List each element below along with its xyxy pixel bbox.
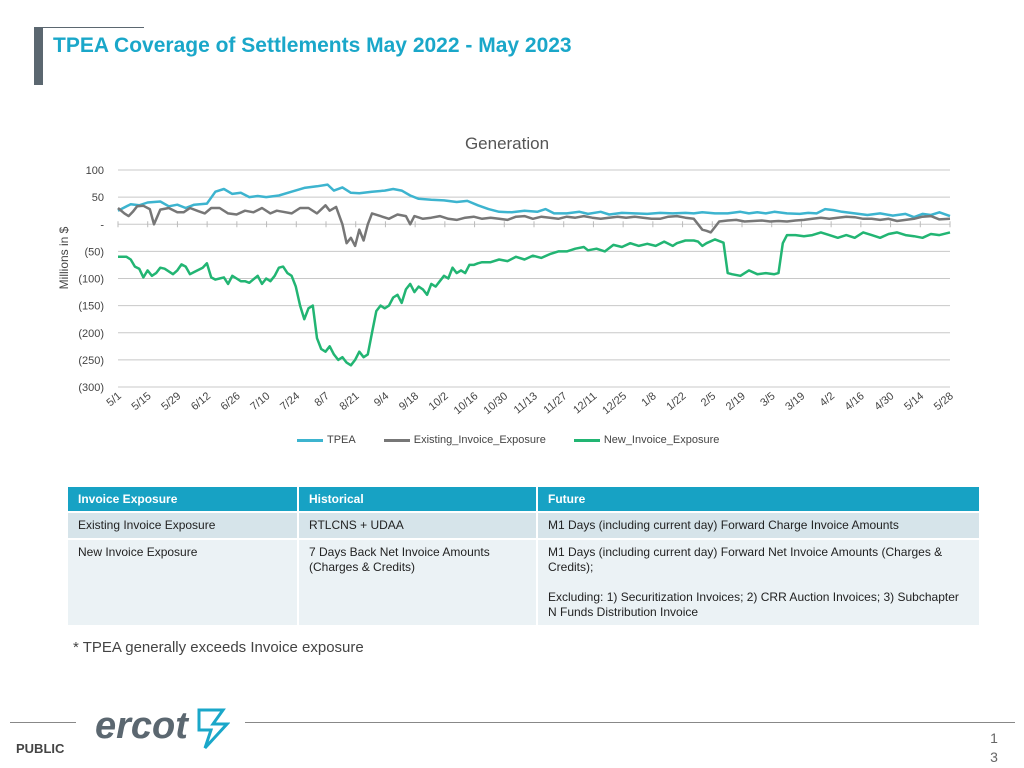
- title-accent-line: [36, 27, 144, 28]
- title-accent-bar: [34, 27, 43, 85]
- x-tick-label: 1/22: [664, 390, 688, 413]
- table-cell: M1 Days (including current day) Forward …: [537, 538, 981, 625]
- table-header-cell: Future: [537, 487, 981, 512]
- x-tick-label: 7/24: [278, 390, 302, 413]
- y-tick-label: (150): [78, 301, 104, 313]
- x-tick-label: 12/11: [571, 390, 599, 416]
- table-cell: Existing Invoice Exposure: [68, 511, 299, 539]
- series-line-tpea: [117, 183, 951, 219]
- x-tick-label: 3/19: [783, 390, 807, 413]
- series-line-existing-invoice-exposure: [117, 204, 951, 248]
- future-exclusions: Excluding: 1) Securitization Invoices; 2…: [548, 590, 959, 619]
- x-tick-label: 9/18: [397, 390, 421, 413]
- x-tick-label: 8/21: [338, 390, 362, 413]
- footer-divider-right: [245, 722, 1015, 723]
- footer-divider-left: [10, 722, 76, 723]
- legend-item-new: New_Invoice_Exposure: [573, 434, 720, 446]
- chart-grid: [118, 169, 950, 388]
- x-tick-label: 10/2: [427, 390, 451, 413]
- x-tick-label: 3/5: [758, 390, 777, 409]
- y-tick-label: -: [100, 219, 104, 231]
- legend-swatch-tpea: [297, 438, 323, 442]
- y-axis-ticks: 100 50 - (50) (100) (150) (200) (250) (300): [78, 165, 104, 394]
- x-tick-label: 5/1: [104, 390, 123, 409]
- table-header-row: Invoice Exposure Historical Future: [68, 487, 981, 512]
- x-tick-label: 12/25: [600, 390, 629, 417]
- series-line-new-invoice-exposure: [118, 231, 951, 367]
- y-tick-label: (100): [78, 274, 104, 286]
- table-cell: New Invoice Exposure: [68, 538, 299, 625]
- x-tick-label: 11/27: [541, 390, 569, 416]
- legend-label-tpea: TPEA: [327, 434, 356, 446]
- invoice-exposure-table: Invoice Exposure Historical Future Exist…: [68, 487, 981, 625]
- legend-item-tpea: TPEA: [297, 434, 356, 446]
- slide-title: TPEA Coverage of Settlements May 2022 - …: [53, 34, 572, 57]
- x-tick-label: 1/8: [639, 390, 658, 409]
- y-tick-label: (250): [78, 355, 104, 367]
- classification-label: PUBLIC: [16, 741, 65, 756]
- x-tick-label: 5/15: [130, 390, 154, 413]
- y-axis-label: Millions in $: [57, 226, 71, 289]
- table-header-cell: Invoice Exposure: [68, 487, 299, 512]
- y-tick-label: (300): [78, 382, 104, 394]
- ercot-logo: ercot: [95, 705, 230, 750]
- footnote: * TPEA generally exceeds Invoice exposur…: [73, 639, 364, 656]
- table-row: Existing Invoice Exposure RTLCNS + UDAA …: [68, 511, 981, 539]
- lightning-icon: [197, 708, 230, 750]
- x-tick-label: 2/5: [699, 390, 718, 409]
- legend-swatch-existing: [383, 438, 410, 442]
- x-tick-label: 11/13: [512, 390, 540, 416]
- x-tick-label: 4/16: [843, 390, 867, 413]
- y-tick-label: (200): [78, 328, 104, 340]
- table-row: New Invoice Exposure 7 Days Back Net Inv…: [68, 538, 981, 625]
- x-tick-label: 6/12: [189, 390, 213, 413]
- x-axis-ticks: 5/1 5/15 5/29 6/12 6/26 7/10 7/24 8/7 8/21 9/4 9/1…: [104, 221, 956, 417]
- chart-legend: TPEA Existing_Invoice_Exposure New_Invoi…: [297, 434, 719, 446]
- page-number: 13: [990, 730, 998, 765]
- table-cell: RTLCNS + UDAA: [298, 511, 538, 539]
- logo-text: ercot: [95, 705, 189, 747]
- x-tick-label: 5/28: [932, 390, 956, 413]
- chart-series: [117, 183, 951, 367]
- x-tick-label: 7/10: [248, 390, 272, 413]
- x-tick-label: 5/29: [159, 390, 183, 413]
- x-tick-label: 6/26: [219, 390, 243, 413]
- table-cell: 7 Days Back Net Invoice Amounts (Charges…: [298, 538, 538, 625]
- legend-item-existing: Existing_Invoice_Exposure: [383, 434, 546, 446]
- y-tick-label: 50: [92, 192, 104, 204]
- x-tick-label: 9/4: [372, 390, 391, 409]
- future-text: M1 Days (including current day) Forward …: [548, 545, 943, 574]
- x-tick-label: 4/2: [818, 390, 837, 409]
- legend-label-new: New_Invoice_Exposure: [603, 434, 720, 446]
- legend-swatch-new: [573, 438, 600, 442]
- y-tick-label: 100: [86, 165, 104, 177]
- chart-title: Generation: [464, 134, 550, 153]
- x-tick-label: 5/14: [902, 390, 926, 413]
- table-header-cell: Historical: [298, 487, 538, 512]
- x-tick-label: 4/30: [872, 390, 896, 413]
- y-tick-label: (50): [84, 246, 104, 258]
- x-tick-label: 10/30: [481, 390, 510, 417]
- x-tick-label: 8/7: [312, 390, 331, 409]
- x-tick-label: 2/19: [724, 390, 748, 413]
- x-tick-label: 10/16: [452, 390, 481, 417]
- legend-label-existing: Existing_Invoice_Exposure: [413, 434, 546, 446]
- table-cell: M1 Days (including current day) Forward …: [537, 511, 981, 539]
